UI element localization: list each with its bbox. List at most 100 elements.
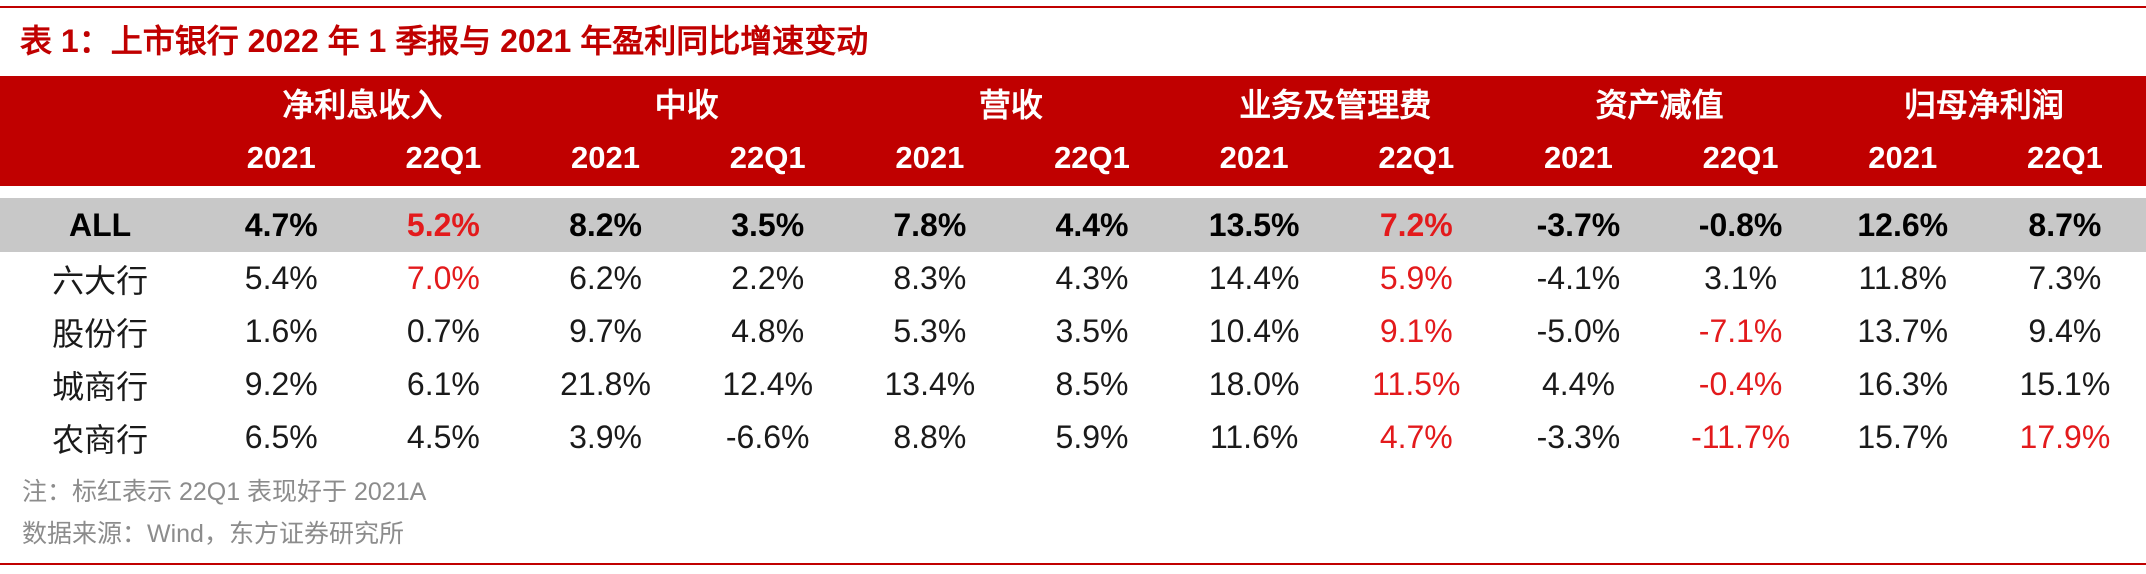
- table-cell: 7.3%: [2028, 260, 2102, 296]
- table-cell: 13.4%: [884, 366, 976, 402]
- period-header: 22Q1: [1010, 130, 1174, 186]
- table-cell: 1.6%: [244, 313, 318, 349]
- table-cell: 2.2%: [731, 260, 805, 296]
- table-cell: 7.8%: [848, 198, 1011, 252]
- table-cell: -11.7%: [1691, 419, 1791, 455]
- table-cell: 4.8%: [731, 313, 805, 349]
- table-cell: 5.4%: [244, 260, 318, 296]
- row-label: ALL: [0, 198, 201, 252]
- table-cell: 14.4%: [1208, 260, 1300, 296]
- table-row: 农商行 6.5% 4.5% 3.9% -6.6% 8.8% 5.9% 11.6% 4.7% -3.…: [0, 411, 2146, 464]
- table-cell: -4.1%: [1536, 260, 1621, 296]
- period-header: 2021: [1497, 130, 1660, 186]
- table-cell: 4.3%: [1055, 260, 1129, 296]
- table-cell: 13.5%: [1173, 198, 1336, 252]
- data-source: 数据来源：Wind，东方证券研究所: [22, 520, 404, 548]
- table-cell: 3.5%: [686, 198, 849, 252]
- period-header: 22Q1: [1659, 130, 1822, 186]
- table-cell: 7.0%: [406, 260, 480, 296]
- table-cell: 4.4%: [1010, 198, 1174, 252]
- group-header-operating-expense: 业务及管理费: [1173, 76, 1498, 130]
- period-header-row: 2021 22Q1 2021 22Q1 2021 22Q1 2021 22Q1 …: [0, 130, 2146, 186]
- period-header: 22Q1: [1983, 130, 2146, 186]
- group-header-impairment: 资产减值: [1497, 76, 1822, 130]
- table-cell: 12.6%: [1821, 198, 1984, 252]
- table-cell: 6.5%: [244, 419, 318, 455]
- table-cell: 15.7%: [1857, 419, 1949, 455]
- table-title: 表 1：上市银行 2022 年 1 季报与 2021 年盈利同比增速变动: [20, 23, 869, 59]
- period-header: 22Q1: [686, 130, 849, 186]
- table-cell: 16.3%: [1857, 366, 1949, 402]
- table-cell: 11.6%: [1209, 419, 1299, 455]
- period-header: 2021: [1821, 130, 1984, 186]
- period-header: 22Q1: [362, 130, 525, 186]
- period-header: 2021: [200, 130, 363, 186]
- table-cell: 3.9%: [569, 419, 642, 455]
- table-cell: 8.2%: [524, 198, 687, 252]
- table-cell: 3.1%: [1704, 260, 1778, 296]
- table-cell: 15.1%: [2019, 366, 2111, 402]
- table-cell: -0.8%: [1659, 198, 1822, 252]
- table-cell: 9.7%: [569, 313, 642, 349]
- row-label: 城商行: [52, 368, 149, 405]
- table-cell: 8.5%: [1055, 366, 1129, 402]
- table-cell: 11.8%: [1858, 260, 1947, 296]
- period-header: 2021: [1173, 130, 1336, 186]
- table-cell: -6.6%: [725, 419, 810, 455]
- table-cell: 3.5%: [1055, 313, 1129, 349]
- table-cell: 5.2%: [362, 198, 525, 252]
- table-cell: -0.4%: [1698, 366, 1783, 402]
- table-cell: 10.4%: [1208, 313, 1300, 349]
- table-note: 注：标红表示 22Q1 表现好于 2021A: [22, 478, 427, 506]
- table-cell: 5.9%: [1379, 260, 1453, 296]
- table-cell: -3.7%: [1497, 198, 1660, 252]
- growth-table: 净利息收入 中收 营收 业务及管理费 资产减值 归母净利润 2021 22Q1 …: [0, 76, 2146, 464]
- row-label: 股份行: [52, 315, 149, 352]
- table-cell: 13.7%: [1857, 313, 1949, 349]
- table-cell: 8.7%: [1983, 198, 2146, 252]
- table-cell: 4.7%: [1379, 419, 1453, 455]
- table-cell: -5.0%: [1536, 313, 1621, 349]
- header-gap: [0, 186, 2146, 198]
- bottom-rule: [0, 563, 2146, 565]
- table-cell: 21.8%: [560, 366, 651, 402]
- header-corner-2: [0, 130, 201, 186]
- group-header-revenue: 营收: [848, 76, 1174, 130]
- group-header-net-interest-income: 净利息收入: [200, 76, 525, 130]
- table-cell: 5.9%: [1055, 419, 1129, 455]
- table-cell: 18.0%: [1208, 366, 1300, 402]
- table-cell: -3.3%: [1536, 419, 1621, 455]
- table-cell: 4.5%: [406, 419, 480, 455]
- table-cell: 6.2%: [569, 260, 642, 296]
- period-header: 22Q1: [1335, 130, 1498, 186]
- table-cell: 8.3%: [893, 260, 967, 296]
- summary-row: ALL 4.7% 5.2% 8.2% 3.5% 7.8% 4.4% 13.5% 7.2% -3.7…: [0, 198, 2146, 252]
- table-row: 六大行 5.4% 7.0% 6.2% 2.2% 8.3% 4.3% 14.4% 5.9% -4.1…: [0, 252, 2146, 305]
- table-cell: -7.1%: [1698, 313, 1783, 349]
- table-cell: 9.4%: [2028, 313, 2102, 349]
- table-cell: 7.2%: [1335, 198, 1498, 252]
- header-corner: [0, 76, 201, 130]
- table-row: 城商行 9.2% 6.1% 21.8% 12.4% 13.4% 8.5% 18.0% 11.5%…: [0, 358, 2146, 411]
- table-cell: 9.1%: [1379, 313, 1453, 349]
- row-label: 农商行: [52, 421, 149, 458]
- table-row: 股份行 1.6% 0.7% 9.7% 4.8% 5.3% 3.5% 10.4% 9.1% -5.0…: [0, 305, 2146, 358]
- table-cell: 11.5%: [1372, 366, 1461, 402]
- period-header: 2021: [524, 130, 687, 186]
- period-header: 2021: [848, 130, 1011, 186]
- table-cell: 12.4%: [722, 366, 814, 402]
- group-header-fee-income: 中收: [524, 76, 849, 130]
- group-header-net-profit: 归母净利润: [1821, 76, 2146, 130]
- top-rule: [0, 6, 2146, 8]
- table-cell: 6.1%: [406, 366, 480, 402]
- table-cell: 8.8%: [893, 419, 967, 455]
- table-cell: 17.9%: [2019, 419, 2111, 455]
- table-cell: 4.7%: [200, 198, 363, 252]
- table-cell: 4.4%: [1541, 366, 1615, 402]
- group-header-row: 净利息收入 中收 营收 业务及管理费 资产减值 归母净利润: [0, 76, 2146, 130]
- table-body: ALL 4.7% 5.2% 8.2% 3.5% 7.8% 4.4% 13.5% 7.2% -3.7…: [0, 198, 2146, 464]
- table-cell: 5.3%: [893, 313, 967, 349]
- table-cell: 0.7%: [406, 313, 480, 349]
- row-label: 六大行: [52, 262, 149, 299]
- table-cell: 9.2%: [244, 366, 318, 402]
